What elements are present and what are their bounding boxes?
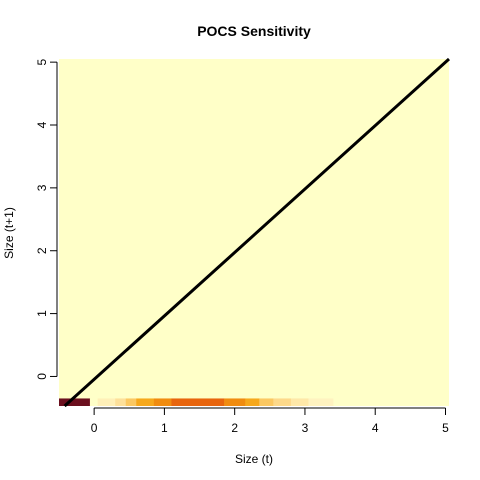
heat-cell — [125, 398, 137, 406]
y-tick-label: 3 — [35, 184, 49, 191]
y-tick-label: 1 — [35, 310, 49, 317]
y-tick-label: 2 — [35, 247, 49, 254]
x-tick-label: 2 — [231, 421, 238, 435]
x-tick-label: 3 — [302, 421, 309, 435]
x-tick-label: 4 — [372, 421, 379, 435]
heat-cell — [308, 398, 334, 406]
heat-cell — [273, 398, 292, 406]
heat-cell — [115, 398, 127, 406]
heat-cell — [290, 398, 309, 406]
reference-line — [63, 57, 451, 408]
x-tick-label: 1 — [161, 421, 168, 435]
y-axis: 0 1 2 3 4 5 — [35, 58, 58, 380]
heat-cell — [59, 398, 91, 406]
heat-cell — [224, 398, 246, 406]
heat-cell — [245, 398, 260, 406]
heat-cell — [259, 398, 274, 406]
x-axis-label: Size (t) — [235, 452, 273, 466]
y-tick-label: 0 — [35, 373, 49, 380]
y-axis-label: Size (t+1) — [2, 207, 16, 259]
heat-cell — [171, 398, 225, 406]
heat-cell — [97, 398, 116, 406]
plot-area — [59, 57, 451, 408]
x-tick-label: 0 — [91, 421, 98, 435]
y-tick-label: 5 — [35, 58, 49, 65]
heat-cell — [153, 398, 172, 406]
heatmap-row — [59, 398, 334, 406]
y-tick-label: 4 — [35, 121, 49, 128]
x-axis: 0 1 2 3 4 5 — [91, 407, 449, 435]
heat-cell — [136, 398, 155, 406]
chart-title: POCS Sensitivity — [197, 23, 311, 39]
heat-cell — [89, 398, 98, 406]
x-tick-label: 5 — [442, 421, 449, 435]
